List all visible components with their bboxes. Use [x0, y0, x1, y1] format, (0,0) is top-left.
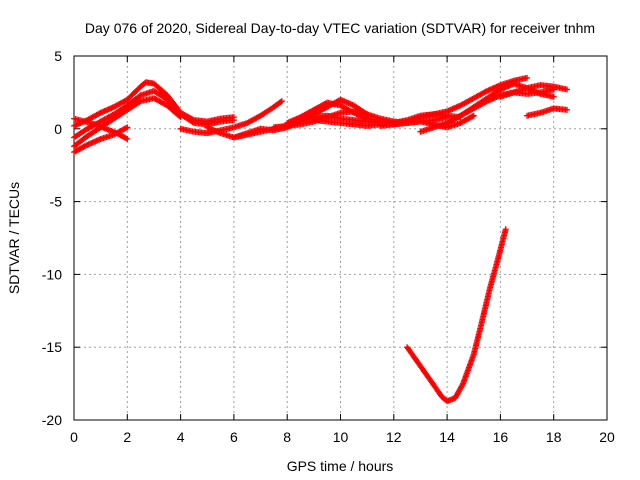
- data-point: [459, 381, 466, 388]
- data-point: [564, 106, 571, 113]
- data-point: [82, 142, 89, 149]
- y-tick-label: 0: [54, 121, 62, 137]
- x-tick-label: 2: [123, 429, 131, 445]
- data-point: [482, 88, 489, 95]
- series-arc-4: [71, 115, 131, 142]
- data-point: [469, 113, 476, 120]
- data-point: [349, 109, 356, 116]
- series-arc-15: [497, 82, 571, 100]
- data-points: [71, 74, 571, 405]
- data-point: [550, 93, 557, 100]
- series-arc-12: [377, 74, 531, 129]
- data-point: [124, 135, 131, 142]
- y-tick-label: -5: [50, 194, 63, 210]
- series-arc-17: [404, 226, 509, 405]
- data-point: [124, 124, 131, 131]
- data-point: [564, 86, 571, 93]
- data-point: [230, 114, 237, 121]
- y-axis-label: SDTVAR / TECUs: [6, 182, 22, 294]
- x-tick-label: 18: [546, 429, 562, 445]
- x-tick-label: 0: [70, 429, 78, 445]
- x-tick-label: 16: [493, 429, 509, 445]
- data-point: [122, 125, 129, 132]
- data-point: [524, 74, 531, 81]
- x-tick-label: 6: [230, 429, 238, 445]
- data-point: [96, 110, 103, 117]
- x-tick-label: 4: [177, 429, 185, 445]
- data-point: [177, 114, 184, 121]
- data-point: [189, 116, 196, 123]
- data-point: [136, 99, 143, 106]
- series-arc-2: [71, 79, 237, 129]
- x-tick-label: 10: [333, 429, 349, 445]
- data-point: [470, 112, 477, 119]
- x-tick-label: 20: [599, 429, 615, 445]
- axis-ticks: 0 2 4 6 8 10 12 14 16 18 20 5 0 -5 -10 -15 -20: [42, 48, 615, 445]
- chart-title: Day 076 of 2020, Sidereal Day-to-day VTE…: [85, 20, 595, 36]
- data-point: [277, 98, 284, 105]
- series-arc-14: [444, 80, 557, 126]
- data-point: [176, 113, 183, 120]
- x-tick-label: 12: [386, 429, 402, 445]
- data-point: [278, 98, 285, 105]
- x-tick-label: 14: [439, 429, 455, 445]
- data-point: [122, 135, 129, 142]
- series-arc-16: [524, 105, 571, 119]
- y-tick-label: -20: [42, 412, 62, 428]
- x-axis-label: GPS time / hours: [287, 458, 394, 474]
- x-tick-label: 8: [283, 429, 291, 445]
- y-tick-label: -10: [42, 266, 62, 282]
- series-arc-5: [71, 124, 131, 156]
- data-point: [502, 226, 509, 233]
- y-tick-label: 5: [54, 48, 62, 64]
- y-tick-label: -15: [42, 339, 62, 355]
